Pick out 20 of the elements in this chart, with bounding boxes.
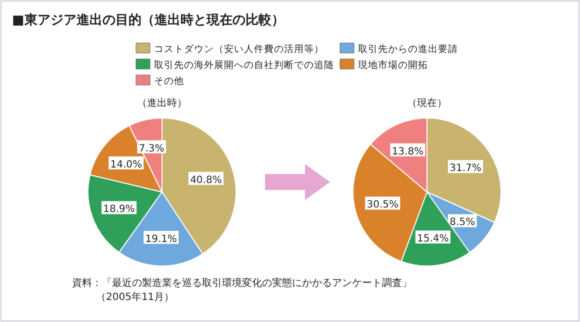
chart-title: ■東アジア進出の目的（進出時と現在の比較） — [12, 13, 284, 28]
data-label: 19.1% — [145, 234, 178, 245]
data-label: 13.8% — [392, 146, 424, 158]
legend-label: その他 — [154, 75, 184, 87]
data-label: 30.5% — [366, 200, 399, 211]
data-label: 31.7% — [450, 163, 482, 174]
chart-subtitle: （現在） — [407, 97, 447, 109]
data-label: 7.3% — [138, 143, 164, 154]
data-label: 8.5% — [450, 217, 476, 228]
data-label: 40.8% — [190, 174, 222, 186]
data-label: 15.4% — [417, 234, 449, 244]
data-label: 14.0% — [110, 159, 142, 170]
text: （2005年11月） — [96, 291, 174, 303]
legend-label: 取引先の海外展開への自社判断での追随 — [154, 59, 334, 71]
legend-label: 取引先からの進出要請 — [358, 43, 458, 55]
legend-label: コストダウン（安い人件費の活用等） — [154, 43, 324, 55]
data-label: 18.9% — [103, 204, 135, 216]
text: 資料：「最近の製造業を巡る取引環境変化の実態にかかるアンケート調査」 — [72, 277, 412, 289]
legend-label: 現地市場の開拓 — [358, 59, 428, 71]
text: （進出時） — [137, 97, 187, 109]
